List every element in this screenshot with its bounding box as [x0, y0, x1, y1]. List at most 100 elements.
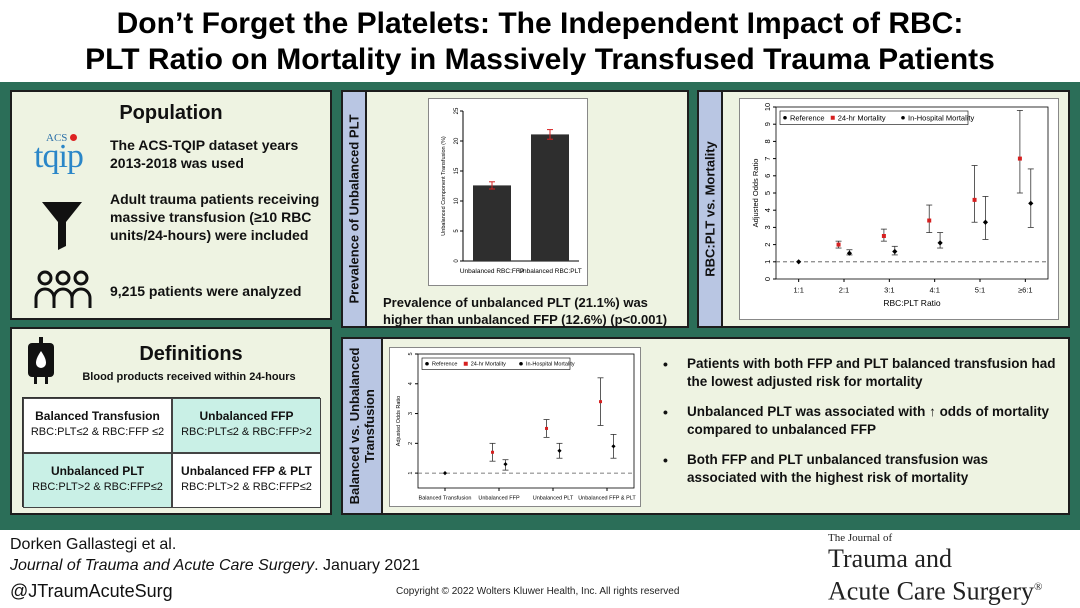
definition-cell-unbalanced-ffp: Unbalanced FFP RBC:PLT≤2 & RBC:FFP>2: [172, 398, 321, 453]
legend-marker-24hr: [463, 361, 468, 366]
x-tick-label: ≥6:1: [1018, 286, 1033, 295]
journal-logo-line-1: Trauma and: [828, 544, 952, 573]
definitions-heading: Definitions: [139, 343, 243, 365]
legend-marker: [783, 115, 787, 120]
legend-box: [779, 110, 969, 125]
y-axis-label: Adjusted Odds Ratio: [396, 396, 402, 446]
ratio-chart-container: 0 1 2 3 4 5 6 7 8 9 10 Adjusted Odds Ratio 1:1 2:1 3:1…: [739, 98, 1059, 320]
people-icon: [34, 270, 92, 308]
legend-marker-24hr: [830, 115, 835, 120]
data-point-24hr: [491, 450, 495, 454]
y-tick-label: 10: [763, 103, 772, 111]
tqip-wordmark: tqip: [34, 138, 84, 175]
legend-marker: [901, 115, 905, 120]
findings-list: Patients with both FFP and PLT balanced …: [659, 355, 1059, 499]
definition-title: Balanced Transfusion: [35, 409, 160, 423]
x-tick-label: 4:1: [929, 286, 939, 295]
y-tick-label: 0: [454, 259, 460, 263]
journal-name: Journal of Trauma and Acute Care Surgery: [10, 557, 315, 574]
data-point-hospital: [937, 240, 943, 246]
y-tick-label: 20: [454, 137, 460, 144]
x-tick-label: 5:1: [975, 286, 985, 295]
journal-logo-line-2-text: Acute Care Surgery: [828, 576, 1035, 606]
y-tick-label: 3: [408, 412, 414, 415]
balanced-side-label: Balanced vs. Unbalanced Transfusion: [343, 339, 383, 513]
data-point-hospital: [892, 248, 898, 255]
registered-mark: ®: [1034, 581, 1043, 593]
data-point-24hr: [972, 197, 977, 202]
x-tick-label: 2:1: [839, 286, 849, 295]
balanced-panel: Balanced vs. Unbalanced Transfusion 1 2 3 4…: [341, 337, 1070, 515]
balanced-side-label-text: Balanced vs. Unbalanced Transfusion: [347, 348, 377, 505]
legend-label: 24-hr Mortality: [838, 113, 886, 122]
legend-label: In-Hospital Mortality: [526, 362, 575, 368]
ratio-odds-chart: 0 1 2 3 4 5 6 7 8 9 10 Adjusted Odds Ratio 1:1 2:1 3:1…: [751, 103, 1049, 308]
y-tick-label: 9: [763, 122, 772, 126]
y-tick-label: 3: [763, 225, 772, 229]
data-point-24hr: [836, 242, 841, 247]
plot-frame: [775, 106, 1049, 280]
population-panel: Population ACS tqip The ACS-TQIP dataset…: [10, 90, 332, 320]
title-line-1: Don’t Forget the Platelets: The Independ…: [116, 7, 964, 40]
y-tick-label: 10: [454, 197, 460, 204]
population-item-dataset: The ACS-TQIP dataset years 2013-2018 was…: [110, 137, 299, 171]
x-tick-label: Unbalanced FFP: [478, 496, 520, 502]
data-point-24hr: [545, 426, 549, 430]
tqip-logo: ACS tqip: [34, 132, 102, 182]
finding-item: Both FFP and PLT unbalanced transfusion …: [659, 451, 1059, 487]
population-item-inclusion: Adult trauma patients receiving massive …: [110, 191, 320, 243]
x-tick-label: Unbalanced PLT: [533, 496, 574, 502]
data-point-hospital: [1028, 200, 1034, 206]
definition-title: Unbalanced FFP & PLT: [181, 464, 312, 478]
definition-rule: RBC:PLT≤2 & RBC:FFP>2: [181, 426, 312, 438]
x-tick-label: 1:1: [793, 286, 803, 295]
prevalence-side-label-text: Prevalence of Unbalanced PLT: [346, 114, 362, 304]
definition-cell-unbalanced-plt: Unbalanced PLT RBC:PLT>2 & RBC:FFP≤2: [23, 453, 172, 508]
journal-logo: The Journal of Trauma and Acute Care Sur…: [828, 532, 1076, 606]
tqip-red-dot-icon: [70, 134, 77, 141]
prevalence-bar-chart: 0 5 10 15 20 25 Unbalanced Component Transfusi…: [441, 107, 582, 275]
prevalence-chart-container: 0 5 10 15 20 25 Unbalanced Component Transfusi…: [428, 98, 588, 286]
x-tick-label: Unbalanced RBC:PLT: [518, 268, 581, 275]
definition-cell-unbalanced-ffp-plt: Unbalanced FFP & PLT RBC:PLT>2 & RBC:FFP…: [172, 453, 321, 508]
copyright: Copyright © 2022 Wolters Kluwer Health, …: [396, 586, 680, 597]
bar: [531, 134, 569, 261]
journal-citation: Journal of Trauma and Acute Care Surgery…: [10, 555, 420, 576]
data-point-hospital: [557, 448, 562, 453]
data-point-24hr: [1017, 156, 1022, 161]
x-tick-label: Unbalanced RBC:FFP: [460, 268, 524, 275]
plot-frame: [417, 353, 635, 489]
population-item-count: 9,215 patients were analyzed: [110, 283, 302, 299]
definition-rule: RBC:PLT>2 & RBC:FFP≤2: [32, 481, 163, 493]
prevalence-side-label: Prevalence of Unbalanced PLT: [343, 92, 367, 326]
journal-date: . January 2021: [314, 557, 421, 574]
balanced-side-label-line-2: Transfusion: [362, 389, 377, 463]
definitions-subheading: Blood products received within 24-hours: [82, 371, 296, 383]
definition-title: Unbalanced PLT: [50, 464, 145, 478]
population-heading: Population: [119, 102, 223, 124]
poster-title: Don’t Forget the Platelets: The Independ…: [0, 6, 1080, 78]
definition-rule: RBC:PLT>2 & RBC:FFP≤2: [181, 481, 312, 493]
bar: [473, 185, 511, 261]
prevalence-panel: Prevalence of Unbalanced PLT 0 5 10 15 20 25 U…: [341, 90, 689, 328]
y-axis-label: Unbalanced Component Transfusion (%): [441, 136, 447, 236]
y-tick-label: 25: [454, 107, 460, 114]
y-tick-label: 4: [763, 208, 772, 212]
data-point-24hr: [881, 234, 886, 238]
definition-cell-balanced: Balanced Transfusion RBC:PLT≤2 & RBC:FFP…: [23, 398, 172, 453]
twitter-handle[interactable]: @JTraumAcuteSurg: [10, 581, 173, 601]
y-axis-label: Adjusted Odds Ratio: [751, 159, 760, 228]
y-tick-label: 1: [763, 260, 772, 264]
definitions-panel: Definitions Blood products received with…: [10, 327, 332, 515]
data-point-hospital: [846, 250, 853, 256]
legend-marker: [519, 361, 523, 366]
ratio-side-label-text: RBC:PLT vs. Mortality: [702, 141, 718, 277]
data-point-24hr: [927, 218, 932, 223]
y-tick-label: 6: [763, 174, 772, 178]
finding-item: Unbalanced PLT was associated with ↑ odd…: [659, 403, 1059, 439]
x-axis-label: RBC:PLT Ratio: [883, 298, 941, 308]
legend-label: Reference: [790, 113, 825, 122]
y-tick-label: 5: [763, 191, 772, 195]
y-tick-label: 0: [763, 277, 772, 281]
x-tick-label: Balanced Transfusion: [419, 496, 472, 502]
